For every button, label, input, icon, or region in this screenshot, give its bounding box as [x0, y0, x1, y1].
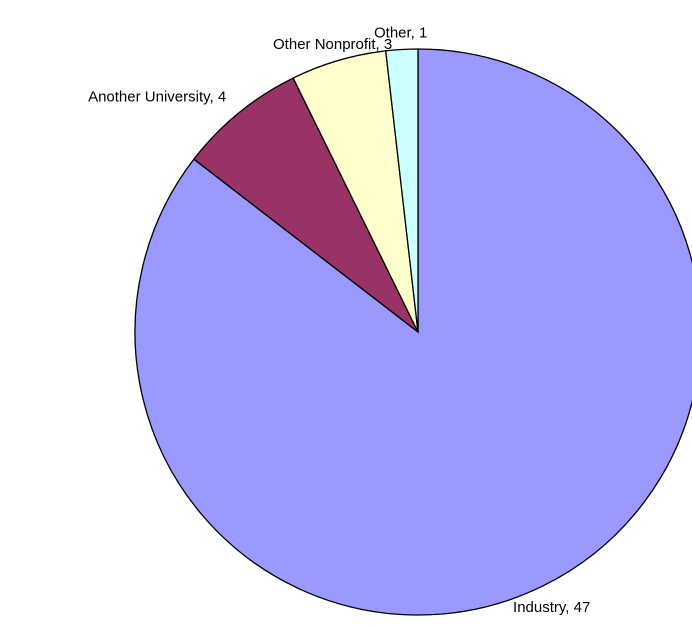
data-label: Industry, 47 [513, 599, 590, 616]
pie-slice [192, 77, 419, 333]
data-label: Another University, 4 [88, 88, 226, 105]
data-label: Other, 1 [374, 24, 427, 41]
pie-slice [385, 48, 419, 333]
pie-slice [134, 48, 692, 616]
data-label: Other Nonprofit, 3 [273, 36, 392, 53]
